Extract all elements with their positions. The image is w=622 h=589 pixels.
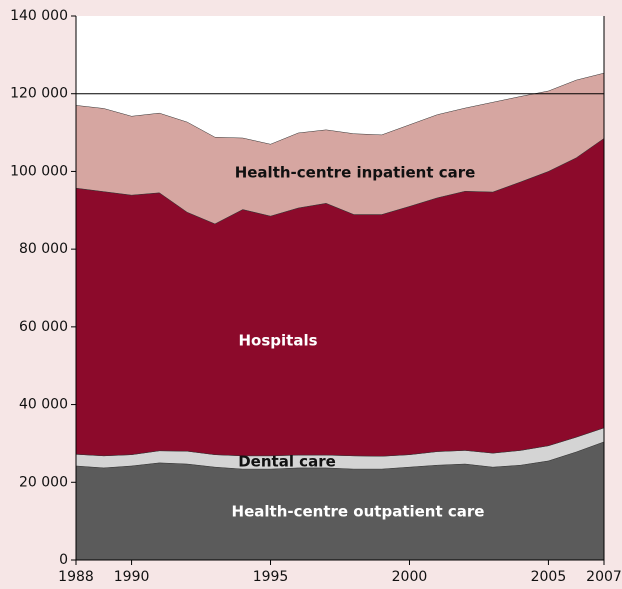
- y-tick-label: 80 000: [19, 241, 68, 257]
- x-tick-label: 1990: [114, 569, 150, 585]
- x-tick-label: 2007: [586, 569, 622, 585]
- area-label: Health-centre outpatient care: [232, 503, 485, 521]
- x-tick-label: 1988: [58, 569, 94, 585]
- x-tick-label: 1995: [253, 569, 289, 585]
- y-tick-label: 20 000: [19, 474, 68, 490]
- y-tick-label: 140 000: [10, 8, 68, 24]
- x-tick-label: 2005: [531, 569, 567, 585]
- y-tick-label: 40 000: [19, 397, 68, 413]
- area-label: Hospitals: [238, 332, 317, 350]
- area-label: Dental care: [238, 453, 336, 471]
- y-tick-label: 60 000: [19, 319, 68, 335]
- area-label: Health-centre inpatient care: [235, 164, 476, 182]
- y-tick-label: 120 000: [10, 86, 68, 102]
- y-tick-label: 0: [59, 552, 68, 568]
- x-tick-label: 2000: [392, 569, 428, 585]
- y-tick-label: 100 000: [10, 163, 68, 179]
